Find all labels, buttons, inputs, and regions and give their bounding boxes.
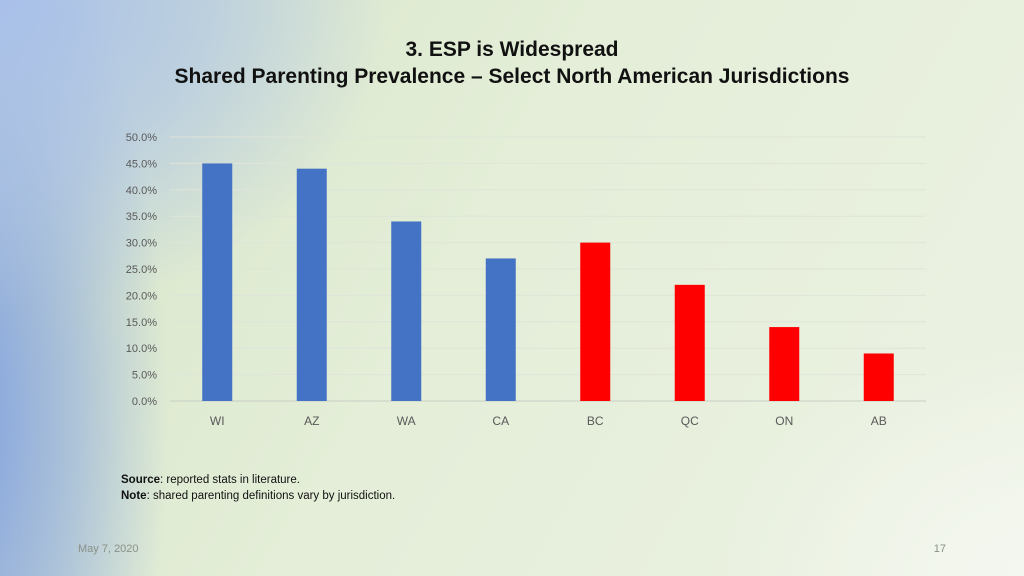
y-tick-label: 35.0% (126, 211, 157, 223)
definition-note: Note: shared parenting definitions vary … (121, 489, 395, 505)
x-tick-label: AZ (304, 414, 319, 428)
bar-qc (674, 284, 705, 401)
note-text: : shared parenting definitions vary by j… (146, 489, 396, 502)
y-tick-label: 10.0% (126, 343, 157, 355)
bar-ab (863, 353, 894, 401)
y-tick-label: 5.0% (132, 370, 157, 382)
x-tick-label: WI (210, 414, 225, 428)
y-tick-label: 15.0% (126, 317, 157, 329)
slide-title: 3. ESP is Widespread Shared Parenting Pr… (0, 36, 1024, 90)
source-note: Source: reported stats in literature. (121, 473, 395, 489)
source-text: : reported stats in literature. (160, 474, 300, 486)
y-tick-label: 30.0% (126, 238, 157, 250)
title-line-2: Shared Parenting Prevalence – Select Nor… (174, 65, 850, 88)
bar-wi (202, 163, 233, 401)
y-tick-label: 25.0% (126, 264, 157, 276)
x-tick-label: ON (775, 414, 793, 428)
bar-on (769, 327, 800, 401)
y-tick-label: 40.0% (126, 185, 157, 197)
y-tick-label: 50.0% (126, 132, 157, 144)
y-tick-label: 45.0% (126, 158, 157, 170)
bar-az (296, 168, 327, 401)
bar-bc (580, 242, 611, 401)
title-line-1: 3. ESP is Widespread (405, 38, 619, 61)
y-tick-label: 0.0% (132, 396, 157, 408)
x-tick-label: CA (492, 414, 509, 428)
source-label: Source (121, 474, 160, 486)
slide-page-number: 17 (933, 543, 946, 555)
bar-wa (391, 221, 422, 401)
x-tick-label: QC (681, 414, 699, 428)
bar-ca (485, 258, 516, 401)
x-tick-label: BC (587, 414, 604, 428)
note-label: Note (121, 489, 147, 502)
x-tick-label: WA (397, 414, 416, 428)
slide-date: May 7, 2020 (78, 543, 139, 555)
y-tick-label: 20.0% (126, 290, 157, 302)
chart-notes: Source: reported stats in literature. No… (121, 473, 395, 504)
x-tick-label: AB (871, 414, 887, 428)
